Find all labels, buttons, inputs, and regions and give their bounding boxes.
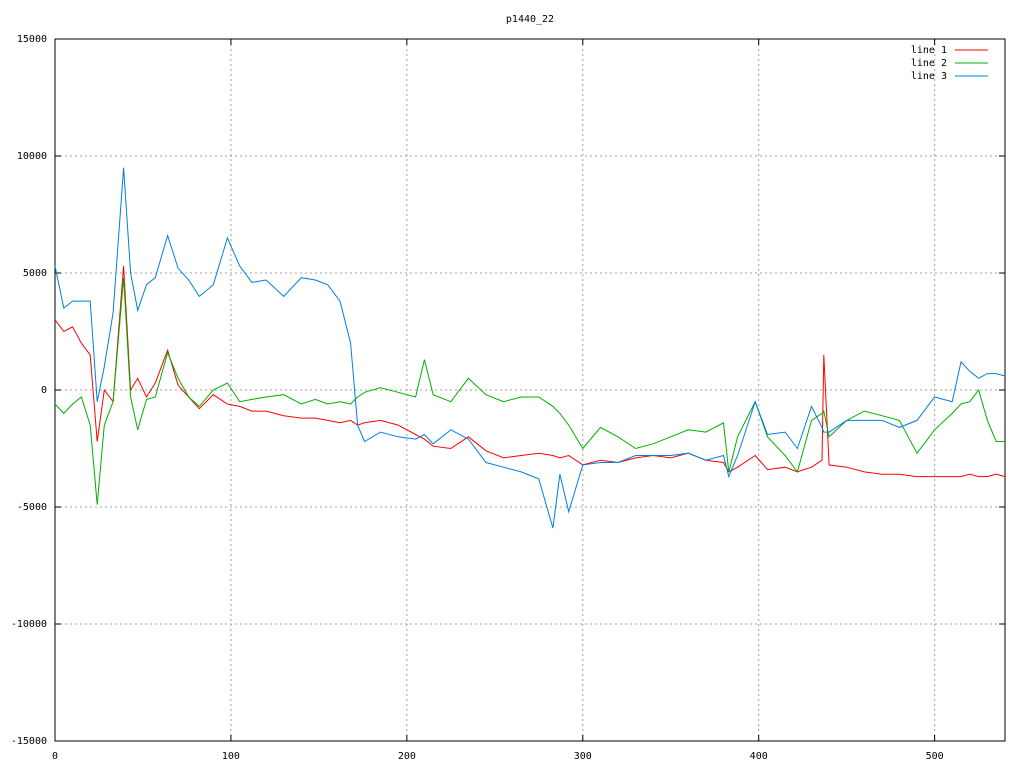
legend-label: line 2 [911,58,947,69]
y-tick-label: 15000 [17,34,47,45]
x-tick-label: 300 [574,751,592,762]
legend-label: line 3 [911,71,947,82]
data-line [54,167,1006,529]
x-tick-label: 500 [926,751,944,762]
data-line [54,277,1005,505]
y-tick-label: 0 [41,385,47,396]
y-tick-label: 10000 [17,151,47,162]
y-tick-label: -10000 [11,619,47,630]
chart-title: p1440_22 [506,14,554,25]
legend-label: line 1 [911,45,947,56]
y-tick-label: -15000 [11,736,47,747]
x-tick-label: 0 [52,751,58,762]
plot-frame [54,38,1006,742]
x-tick-label: 200 [398,751,416,762]
x-tick-label: 100 [222,751,240,762]
y-tick-label: -5000 [17,502,47,513]
data-line [54,265,1006,478]
y-tick-label: 5000 [23,268,47,279]
x-tick-label: 400 [750,751,768,762]
